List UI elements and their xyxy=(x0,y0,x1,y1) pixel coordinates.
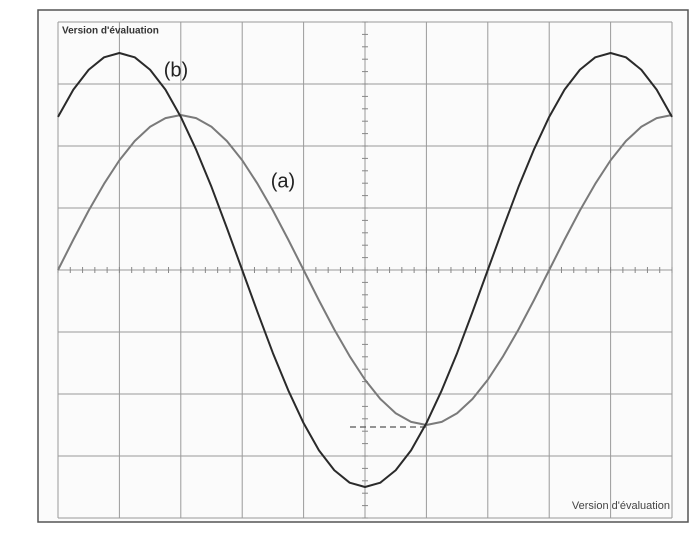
screen-frame xyxy=(37,9,689,523)
watermark: Version d'évaluation xyxy=(62,26,159,37)
watermark: Version d'évaluation xyxy=(572,500,670,512)
line-series xyxy=(57,114,673,426)
series-label: (b) xyxy=(164,59,188,81)
line-series xyxy=(57,52,673,488)
series-label: (a) xyxy=(271,170,295,192)
